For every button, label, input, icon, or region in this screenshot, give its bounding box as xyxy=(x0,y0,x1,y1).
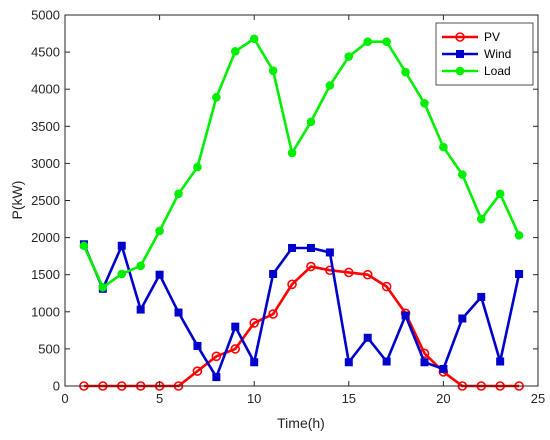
load-point xyxy=(193,162,202,172)
y-tick-label: 1500 xyxy=(31,267,60,282)
load-point xyxy=(363,37,373,47)
pv-point xyxy=(211,351,222,362)
x-tick-label: 10 xyxy=(247,391,261,406)
wind-point xyxy=(136,305,145,314)
wind-point xyxy=(382,357,391,366)
load-line xyxy=(82,37,521,289)
load-point xyxy=(79,241,89,251)
wind-point xyxy=(477,292,486,301)
load-point xyxy=(136,261,145,271)
x-tick-label: 5 xyxy=(156,391,163,406)
legend-label-wind: Wind xyxy=(484,47,511,61)
legend: PV Wind Load xyxy=(435,22,534,86)
y-tick-label: 2500 xyxy=(31,193,60,208)
load-point xyxy=(98,283,108,292)
y-tick-label: 3000 xyxy=(31,156,60,171)
load-point xyxy=(458,170,467,179)
x-tick-label: 0 xyxy=(61,391,68,406)
load-point xyxy=(495,189,505,199)
pv-point xyxy=(306,261,316,272)
pv-point xyxy=(192,366,203,376)
load-point xyxy=(230,47,240,56)
wind-point xyxy=(193,341,202,350)
y-tick-label: 0 xyxy=(53,379,60,394)
wind-point xyxy=(231,322,240,331)
x-tick-label: 20 xyxy=(436,391,450,406)
pv-point xyxy=(249,318,259,328)
legend-marker-load xyxy=(455,66,465,76)
load-point xyxy=(287,148,297,158)
load-point xyxy=(174,189,183,199)
wind-point xyxy=(117,241,126,250)
x-tick-label: 15 xyxy=(342,391,356,406)
load-point xyxy=(155,226,164,236)
wind-line xyxy=(82,243,521,379)
wind-point xyxy=(439,364,448,373)
y-tick-label: 500 xyxy=(38,341,60,356)
wind-point xyxy=(288,243,297,252)
wind-point xyxy=(269,269,278,278)
x-tick-label: 25 xyxy=(531,391,545,406)
load-point xyxy=(306,117,316,127)
pv-point xyxy=(268,309,278,319)
y-tick-label: 1000 xyxy=(31,304,60,319)
load-point xyxy=(117,269,127,279)
pv-point xyxy=(362,269,373,280)
load-point xyxy=(401,67,410,77)
load-point xyxy=(212,93,221,102)
wind-point xyxy=(401,311,410,320)
wind-point xyxy=(496,357,505,366)
wind-point xyxy=(344,358,353,367)
tick-layer: 0 5 10 15 20 25 0 500 1000 1500 2000 2500 3000 3500 40… xyxy=(31,8,545,407)
wind-point xyxy=(212,373,221,382)
wind-point xyxy=(458,314,467,323)
y-tick-label: 4000 xyxy=(31,82,60,97)
pv-point xyxy=(287,279,297,290)
load-point xyxy=(420,98,429,108)
wind-point xyxy=(325,248,334,257)
pv-point xyxy=(381,281,392,292)
series-layer xyxy=(79,34,524,391)
y-tick-label: 3500 xyxy=(31,119,60,134)
pv-point xyxy=(343,267,354,278)
x-axis-label: Time(h) xyxy=(277,415,325,431)
load-point xyxy=(325,81,335,90)
y-tick-label: 5000 xyxy=(31,8,60,23)
load-point xyxy=(382,37,391,47)
y-tick-label: 4500 xyxy=(31,45,60,60)
load-point xyxy=(514,231,524,240)
wind-point xyxy=(363,333,372,342)
legend-marker-wind xyxy=(456,50,464,58)
load-point xyxy=(476,214,486,224)
wind-point xyxy=(306,243,315,252)
load-point xyxy=(268,66,278,75)
wind-point xyxy=(250,358,259,367)
wind-point xyxy=(420,358,429,367)
wind-point xyxy=(155,270,164,279)
pv-point xyxy=(230,344,241,354)
y-axis-label: P(kW) xyxy=(9,181,25,220)
legend-label-pv: PV xyxy=(484,30,500,44)
load-point xyxy=(344,52,354,61)
series-load xyxy=(79,34,524,292)
wind-point xyxy=(174,308,183,317)
y-tick-label: 2000 xyxy=(31,230,60,245)
load-point xyxy=(439,142,448,152)
load-point xyxy=(249,34,259,44)
legend-label-load: Load xyxy=(484,64,511,78)
wind-point xyxy=(515,269,524,278)
legend-marker-pv xyxy=(455,32,465,42)
